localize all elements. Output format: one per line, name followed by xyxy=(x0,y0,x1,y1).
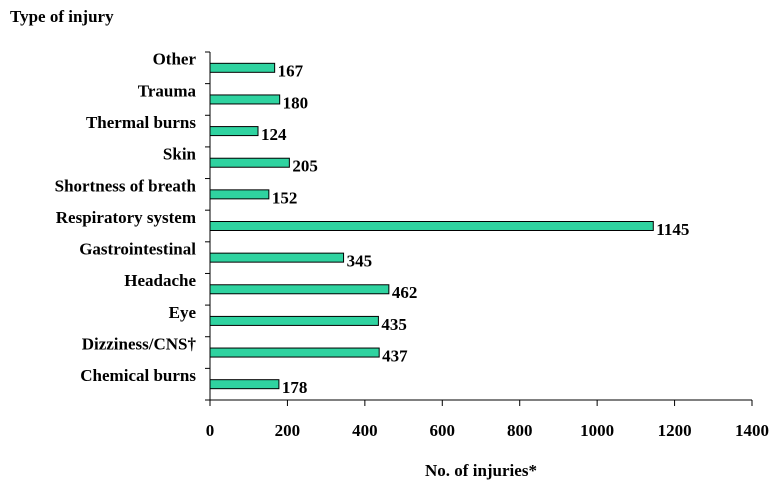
x-tick-label: 400 xyxy=(352,421,378,440)
value-label: 152 xyxy=(272,188,298,207)
y-tick-label: Shortness of breath xyxy=(55,176,197,195)
y-tick-label: Respiratory system xyxy=(56,208,196,227)
value-label: 167 xyxy=(278,62,304,81)
x-tick-label: 0 xyxy=(206,421,215,440)
bar xyxy=(209,379,280,390)
x-tick-label: 200 xyxy=(275,421,301,440)
value-label: 1145 xyxy=(656,220,689,239)
value-label: 437 xyxy=(382,346,408,365)
value-label: 462 xyxy=(392,283,418,302)
x-tick-label: 600 xyxy=(430,421,456,440)
bar xyxy=(209,126,259,137)
value-label: 435 xyxy=(381,315,407,334)
bar xyxy=(209,315,379,326)
x-tick-label: 1400 xyxy=(735,421,769,440)
bar xyxy=(209,347,380,358)
value-label: 345 xyxy=(347,252,373,271)
bar xyxy=(209,284,390,295)
x-tick-label: 1200 xyxy=(658,421,692,440)
bar xyxy=(209,94,281,105)
y-tick-label: Eye xyxy=(169,303,197,322)
value-label: 178 xyxy=(282,378,308,397)
x-axis-label: No. of injuries* xyxy=(425,461,537,480)
y-tick-label: Trauma xyxy=(138,81,197,100)
bar xyxy=(209,62,276,73)
value-label: 180 xyxy=(283,93,309,112)
bar xyxy=(209,252,345,263)
bar xyxy=(209,221,654,231)
value-label: 124 xyxy=(261,125,287,144)
chart-title: Type of injury xyxy=(10,7,114,26)
y-tick-label: Dizziness/CNS† xyxy=(82,334,197,353)
y-tick-label: Chemical burns xyxy=(80,366,196,385)
y-tick-label: Gastrointestinal xyxy=(79,240,196,259)
y-tick-label: Other xyxy=(153,50,197,69)
y-tick-label: Thermal burns xyxy=(86,113,196,132)
value-label: 205 xyxy=(292,157,318,176)
bar xyxy=(209,189,270,200)
y-tick-label: Headache xyxy=(124,271,196,290)
y-tick-label: Skin xyxy=(163,145,197,164)
x-tick-label: 1000 xyxy=(580,421,614,440)
x-tick-label: 800 xyxy=(507,421,533,440)
bar xyxy=(209,157,290,168)
